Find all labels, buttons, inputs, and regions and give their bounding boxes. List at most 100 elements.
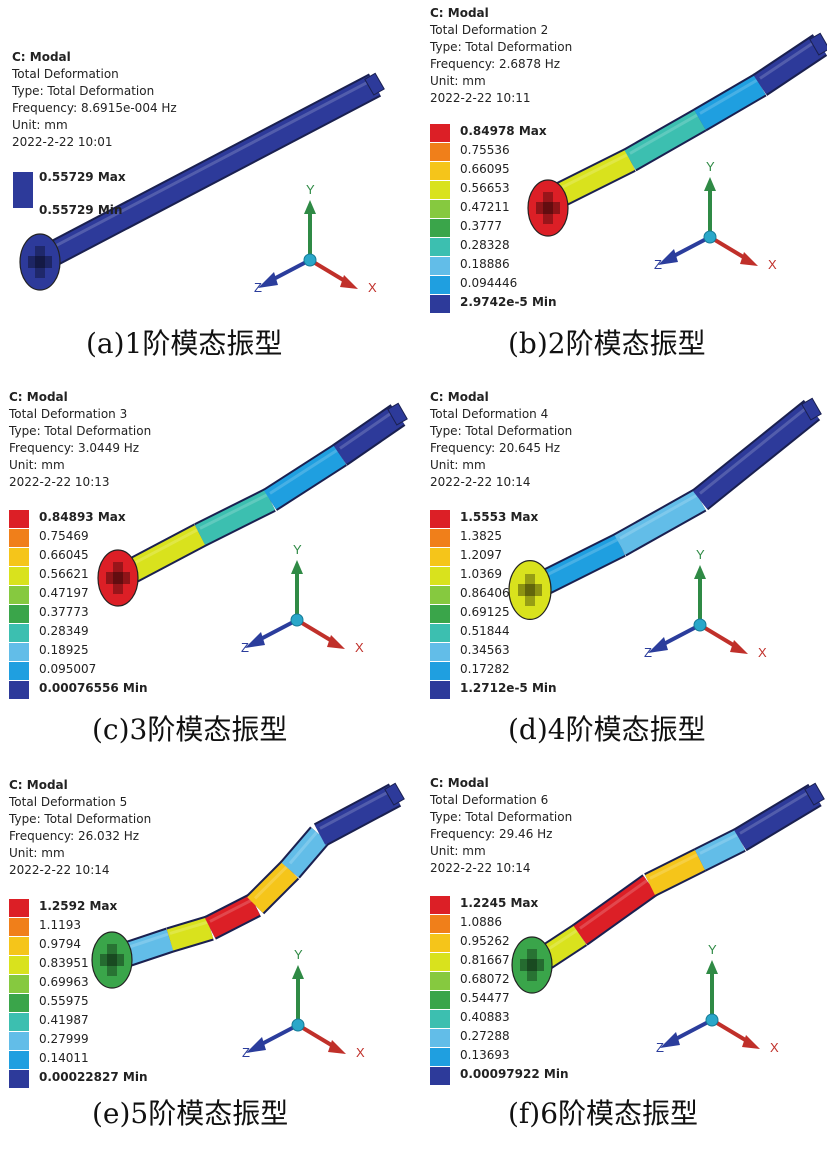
- beam-segment: [624, 110, 706, 170]
- x-axis-label: X: [368, 280, 377, 295]
- info-title: C: Modal: [9, 390, 68, 404]
- info-type: Type: Total Deformation: [9, 424, 152, 438]
- legend-label: 0.54477: [460, 991, 510, 1005]
- info-type: Type: Total Deformation: [430, 424, 573, 438]
- legend-swatch: [430, 681, 450, 699]
- info-unit: Unit: mm: [430, 844, 486, 858]
- beam-highlight: [319, 787, 396, 830]
- hub-detail: [536, 202, 560, 214]
- hub-disc-body: [19, 233, 61, 291]
- legend-label: 0.094446: [460, 276, 518, 290]
- info-title: C: Modal: [9, 778, 68, 792]
- x-axis-arrow: [742, 1035, 760, 1049]
- legend-swatch: [430, 276, 450, 294]
- info-date: 2022-2-22 10:13: [9, 475, 110, 489]
- legend-swatch: [9, 681, 29, 699]
- legend-swatch: [9, 662, 29, 680]
- legend-swatch: [430, 529, 450, 547]
- legend-label: 0.18886: [460, 257, 510, 271]
- info-date: 2022-2-22 10:14: [9, 863, 110, 877]
- info-unit: Unit: mm: [9, 458, 65, 472]
- legend-label: 1.5553 Max: [460, 510, 539, 524]
- legend-label: 0.84893 Max: [39, 510, 126, 524]
- legend-label: 2.9742e-5 Min: [460, 295, 557, 309]
- origin-sphere: [703, 230, 717, 244]
- z-axis-arrow: [245, 632, 265, 648]
- legend-label: 0.68072: [460, 972, 510, 986]
- legend-label: 0.34563: [460, 643, 510, 657]
- legend-label: 0.86406: [460, 586, 510, 600]
- info-date: 2022-2-22 10:14: [430, 861, 531, 875]
- legend-swatch: [9, 529, 29, 547]
- legend-label: 0.84978 Max: [460, 124, 547, 138]
- hub-disc-body: [527, 179, 569, 237]
- hub-detail: [525, 574, 535, 606]
- result-info: C: Modal Total Deformation 6 Type: Total…: [430, 775, 572, 877]
- beam-highlight: [209, 897, 256, 923]
- beam-segment: [573, 876, 657, 944]
- mode-panel-3: Y X Z C: Modal Total Deformation 3 Type: T…: [0, 386, 413, 772]
- info-result-name: Total Deformation 5: [9, 795, 128, 809]
- x-axis-arrow: [327, 635, 345, 649]
- beam-segment: [555, 150, 635, 205]
- legend-label: 0.14011: [39, 1051, 89, 1065]
- origin-sphere: [290, 613, 304, 627]
- mode-panel-2: Y X Z C: Modal Total Deformation 2 Type: T…: [414, 0, 827, 386]
- info-unit: Unit: mm: [9, 846, 65, 860]
- info-type: Type: Total Deformation: [12, 84, 155, 98]
- hub-detail: [35, 246, 45, 278]
- legend-label: 0.56621: [39, 567, 89, 581]
- legend-swatch: [430, 1067, 450, 1085]
- legend-label: 0.17282: [460, 662, 510, 676]
- beam-highlight: [629, 112, 701, 155]
- legend-label: 0.00097922 Min: [460, 1067, 569, 1081]
- beam-end-cap: [801, 397, 822, 421]
- beam-highlight: [699, 402, 813, 495]
- beam-end-cap: [364, 72, 385, 96]
- info-result-name: Total Deformation 4: [430, 407, 549, 421]
- z-axis-label: Z: [644, 645, 652, 660]
- legend-label: 0.56653: [460, 181, 510, 195]
- info-frequency: Frequency: 26.032 Hz: [9, 829, 140, 843]
- beam-segment: [195, 490, 275, 545]
- y-axis-arrow: [694, 565, 706, 579]
- beam-segment: [693, 401, 819, 509]
- legend-swatch: [430, 238, 450, 256]
- legend-label: 1.2245 Max: [460, 896, 539, 910]
- z-axis-arrow: [246, 1037, 266, 1053]
- result-info: C: Modal Total Deformation 5 Type: Total…: [9, 777, 151, 879]
- legend-swatch: [9, 956, 29, 974]
- info-unit: Unit: mm: [430, 74, 486, 88]
- legend-swatch: [430, 643, 450, 661]
- x-axis-arrow: [740, 252, 758, 266]
- info-title: C: Modal: [430, 776, 489, 790]
- mode-panel-5: Y X Z C: Modal Total Deformation 5 Type: T…: [0, 772, 413, 1158]
- beam-end-cap: [804, 782, 825, 806]
- legend-label: 1.2592 Max: [39, 899, 118, 913]
- legend-swatch: [430, 181, 450, 199]
- beam-highlight: [44, 77, 376, 253]
- legend-label: 0.83951: [39, 956, 89, 970]
- y-axis-label: Y: [708, 942, 717, 957]
- legend-swatch: [9, 605, 29, 623]
- z-axis-label: Z: [242, 1045, 250, 1060]
- beam-segment: [264, 445, 346, 510]
- legend-uniform-swatch: [13, 172, 33, 208]
- beam-segment: [694, 75, 766, 130]
- mode-panel-6: Y X Z C: Modal Total Deformation 6 Type: T…: [414, 772, 827, 1158]
- beam-segment: [121, 929, 174, 966]
- beam-highlight: [699, 832, 741, 855]
- legend-swatch: [430, 143, 450, 161]
- legend-label: 1.3825: [460, 529, 502, 543]
- info-type: Type: Total Deformation: [430, 810, 573, 824]
- beam-model: Y X Z: [527, 32, 827, 272]
- info-result-name: Total Deformation 3: [9, 407, 128, 421]
- result-info: C: Modal Total Deformation 3 Type: Total…: [9, 389, 151, 491]
- y-axis-label: Y: [706, 159, 715, 174]
- legend-swatch: [430, 567, 450, 585]
- beam-end-cap: [387, 402, 408, 426]
- y-axis-label: Y: [293, 542, 302, 557]
- legend-label: 0.28349: [39, 624, 89, 638]
- beam-segment: [204, 895, 261, 938]
- legend-swatch: [430, 1029, 450, 1047]
